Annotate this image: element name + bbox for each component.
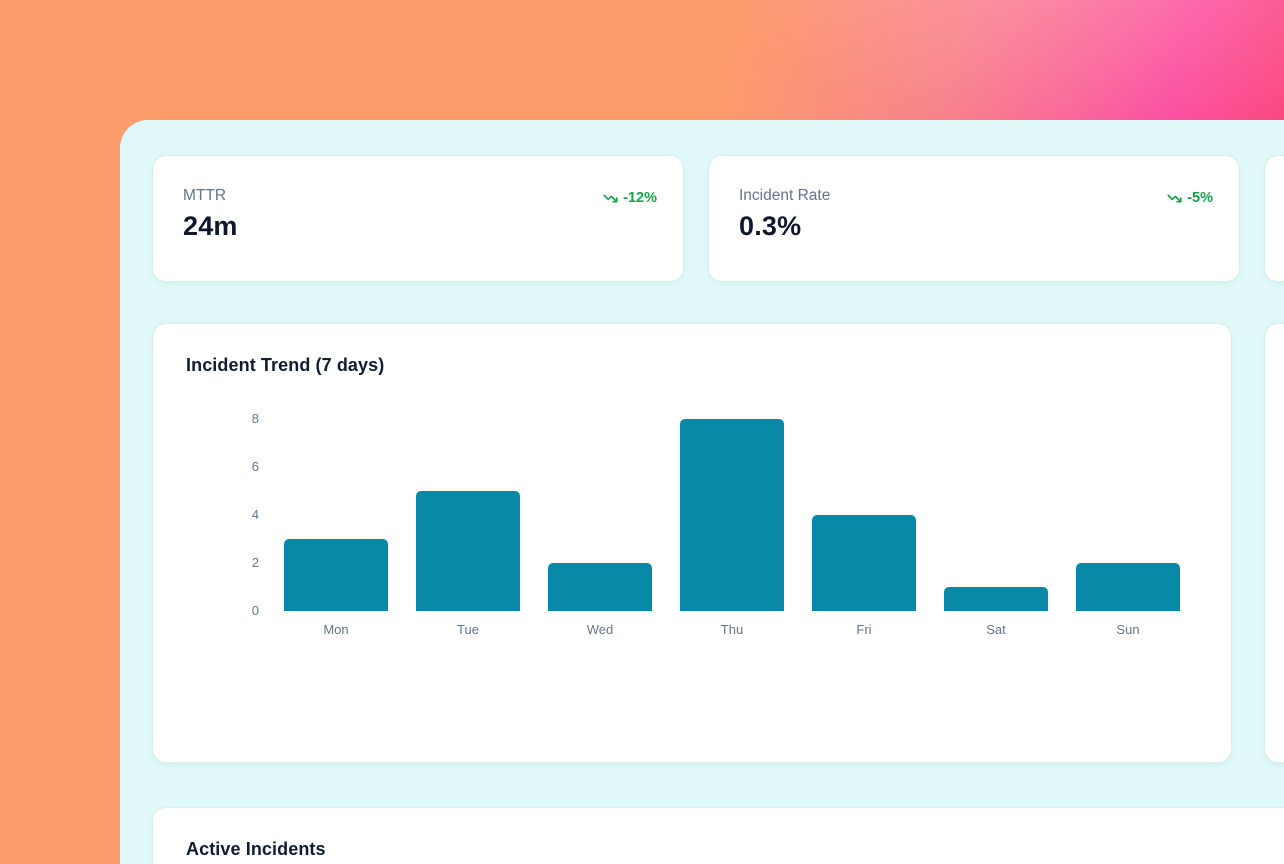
side-card-partial	[1264, 323, 1284, 763]
y-axis-tick-label: 8	[251, 411, 259, 426]
stat-trend-value: -5%	[1187, 190, 1213, 206]
bar-wed	[548, 563, 652, 611]
stat-card-incident-rate: Incident Rate 0.3% -5%	[708, 155, 1240, 282]
x-axis-label: Mon	[323, 622, 349, 637]
active-incidents-title: Active Incidents	[186, 839, 326, 859]
active-incidents-card: Active Incidents	[152, 807, 1284, 864]
dashboard-panel: MTTR 24m -12% Incident Rate 0.3%	[120, 120, 1284, 864]
incident-trend-card: Incident Trend (7 days) 0 2 4 6 8 Mon Tue Wed Th…	[152, 323, 1232, 763]
stat-card-partial	[1264, 155, 1284, 282]
bar-chart: 0 2 4 6 8 Mon Tue Wed Thu Fri Sat Sun	[153, 324, 1231, 762]
bar-thu	[680, 419, 784, 611]
bar-sat	[944, 587, 1048, 611]
bar-mon	[284, 539, 388, 611]
bar-fri	[812, 515, 916, 611]
bar-tue	[416, 491, 520, 611]
stat-trend: -5%	[1167, 190, 1213, 206]
stat-trend-value: -12%	[623, 190, 657, 206]
stat-card-mttr: MTTR 24m -12%	[152, 155, 684, 282]
stat-trend: -12%	[603, 190, 657, 206]
x-axis-label: Sun	[1116, 622, 1140, 637]
trending-down-icon	[1167, 191, 1182, 206]
stat-label: Incident Rate	[739, 187, 831, 204]
x-axis-label: Fri	[856, 622, 872, 637]
x-axis-label: Tue	[457, 622, 479, 637]
trending-down-icon	[603, 191, 618, 206]
chart-title: Incident Trend (7 days)	[186, 355, 385, 375]
y-axis-tick-label: 6	[251, 459, 259, 474]
y-axis-tick-label: 2	[251, 555, 259, 570]
stat-label: MTTR	[183, 187, 227, 204]
bar-sun	[1076, 563, 1180, 611]
y-axis-tick-label: 0	[251, 603, 259, 618]
x-axis-label: Thu	[720, 622, 744, 637]
x-axis-label: Sat	[986, 622, 1006, 637]
x-axis-label: Wed	[586, 622, 614, 637]
y-axis-tick-label: 4	[251, 507, 259, 522]
stat-value: 0.3%	[739, 211, 802, 241]
stat-value: 24m	[183, 211, 238, 241]
